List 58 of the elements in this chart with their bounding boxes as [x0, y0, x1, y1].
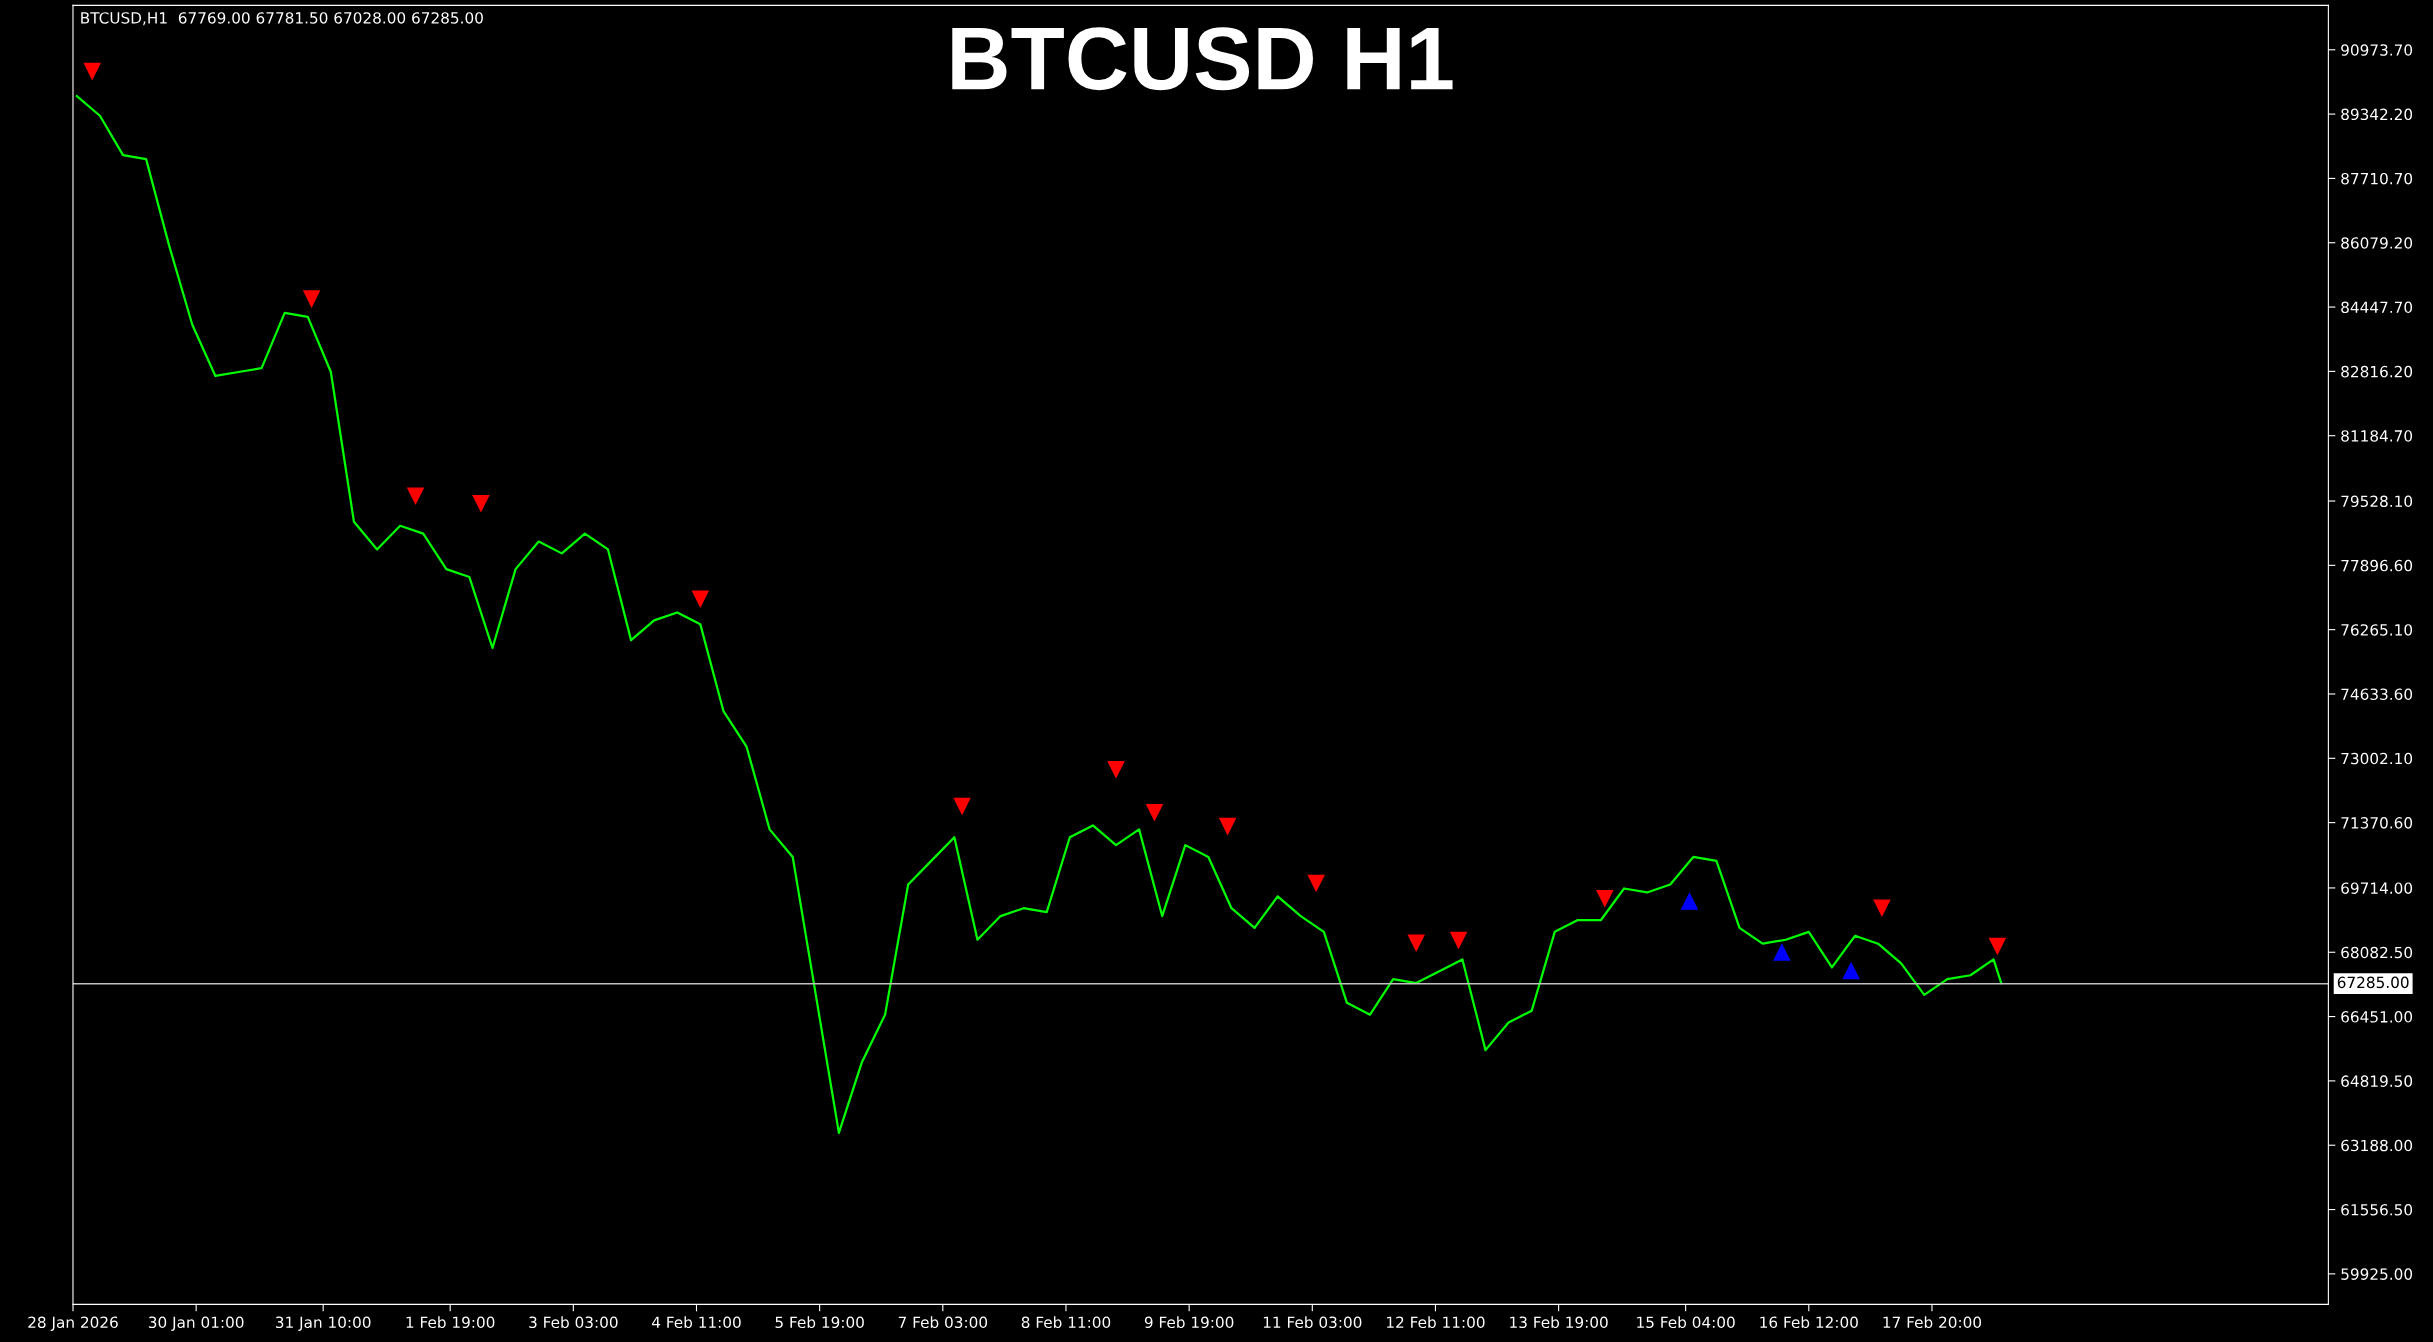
point — [1107, 761, 1125, 778]
x-tick-label: 3 Feb 03:00 — [529, 1316, 618, 1329]
y-tick-label: 90973.70 — [2341, 44, 2413, 56]
y-tick-label: 86079.20 — [2341, 237, 2413, 249]
point — [1596, 890, 1614, 907]
x-tick-label: 9 Feb 19:00 — [1144, 1316, 1234, 1329]
ref-line-label: 67285.00 — [2337, 976, 2409, 989]
point — [1307, 874, 1325, 892]
point — [1407, 934, 1425, 952]
y-tick-label: 61556.50 — [2341, 1204, 2413, 1216]
x-tick-label: 17 Feb 20:00 — [1883, 1316, 1982, 1329]
y-tick-label: 79528.10 — [2341, 495, 2413, 508]
x-tick-label: 11 Feb 03:00 — [1263, 1316, 1362, 1329]
x-tick-label: 1 Feb 19:00 — [406, 1316, 495, 1329]
y-tick-label: 64819.50 — [2341, 1075, 2413, 1087]
x-tick-label: 7 Feb 03:00 — [898, 1316, 988, 1329]
y-tick-label: 89342.20 — [2341, 108, 2413, 121]
point — [83, 62, 101, 80]
y-tick-label: 76265.10 — [2341, 624, 2413, 636]
annotation: BTCUSD,H1 67769.00 67781.50 67028.00 67285.00 — [81, 12, 483, 26]
point — [1681, 893, 1698, 910]
y-tick-label: 74633.60 — [2341, 688, 2413, 700]
y-tick-label: 63188.00 — [2341, 1139, 2413, 1152]
chart-title: BTCUSD H1 — [952, 27, 1453, 91]
x-tick-label: 31 Jan 10:00 — [275, 1316, 371, 1331]
point — [1873, 899, 1891, 917]
y-tick-label: 69714.00 — [2341, 882, 2413, 894]
line-series — [75, 94, 2003, 1135]
y-tick-label: 87710.70 — [2341, 172, 2413, 185]
x-tick-label: 12 Feb 11:00 — [1387, 1316, 1485, 1329]
x-tick-label: 30 Jan 01:00 — [148, 1316, 244, 1331]
y-tick-label: 71370.60 — [2341, 817, 2413, 829]
point — [303, 290, 320, 308]
y-tick-label: 68082.50 — [2341, 946, 2413, 959]
y-tick-label: 73002.10 — [2341, 752, 2413, 765]
y-tick-label: 66451.00 — [2341, 1011, 2413, 1023]
point — [1842, 962, 1860, 980]
point — [1146, 804, 1163, 821]
point — [1450, 931, 1467, 949]
point — [953, 797, 971, 815]
x-tick-label: 13 Feb 19:00 — [1510, 1316, 1608, 1329]
y-tick-label: 84447.70 — [2341, 301, 2413, 314]
point — [472, 494, 490, 512]
x-tick-label: 5 Feb 19:00 — [775, 1316, 864, 1329]
point — [1773, 944, 1791, 961]
y-tick-label: 59925.00 — [2341, 1268, 2413, 1280]
x-tick-label: 16 Feb 12:00 — [1760, 1316, 1858, 1329]
x-tick-label: 28 Jan 2026 — [28, 1316, 118, 1331]
point — [407, 487, 424, 505]
x-tick-label: 4 Feb 11:00 — [651, 1316, 741, 1329]
x-tick-label: 8 Feb 11:00 — [1021, 1316, 1111, 1329]
point — [1989, 937, 2006, 955]
y-tick-label: 82816.20 — [2341, 365, 2413, 378]
y-tick-label: 77896.60 — [2341, 559, 2413, 572]
point — [692, 590, 709, 608]
point — [1219, 817, 1236, 835]
y-tick-label: 81184.70 — [2341, 430, 2413, 442]
x-tick-label: 15 Feb 04:00 — [1637, 1316, 1735, 1329]
